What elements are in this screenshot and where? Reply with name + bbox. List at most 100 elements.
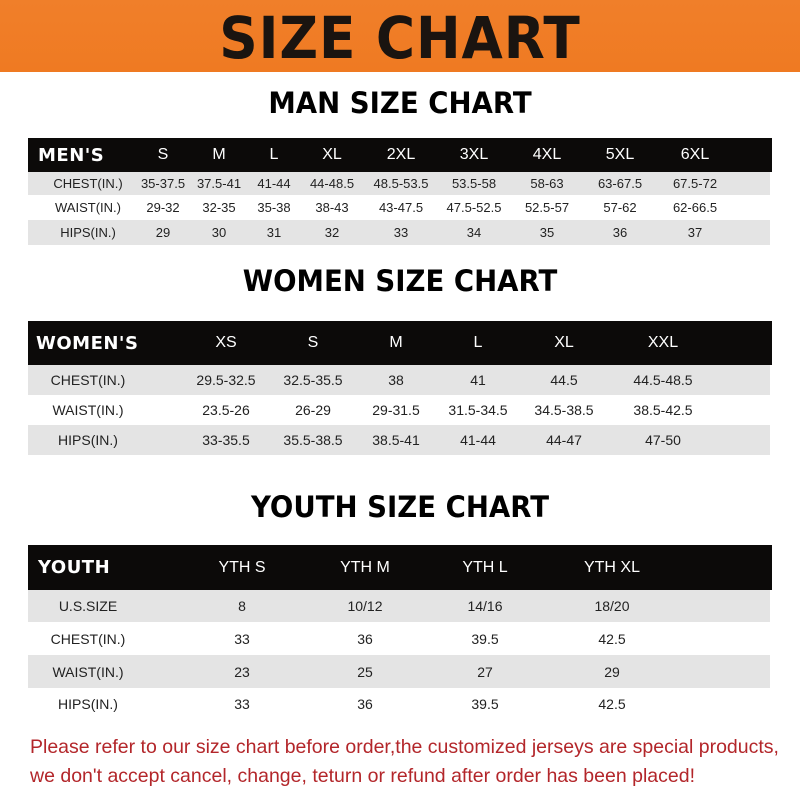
size-header: S — [307, 334, 319, 351]
measurement-cell: 23 — [234, 663, 250, 680]
header-row: MEN'S S M L XL 2XL 3XL 4XL 5XL 6XL — [28, 138, 772, 172]
header-row: YOUTH YTH S YTH M YTH L YTH XL — [28, 545, 772, 590]
row-label: HIPS(IN.) — [58, 432, 118, 448]
measurement-cell: 37 — [687, 225, 703, 240]
header-label: WOMEN'S — [36, 332, 139, 354]
table-row: HIPS(IN.) 33-35.5 35.5-38.5 38.5-41 41-44 44-… — [28, 425, 770, 455]
measurement-cell: 23.5-26 — [202, 402, 250, 418]
measurement-cell: 35.5-38.5 — [283, 432, 343, 448]
size-header: L — [473, 334, 483, 351]
table-row: HIPS(IN.) 33 36 39.5 42.5 — [28, 688, 770, 720]
table-row: U.S.SIZE 8 10/12 14/16 18/20 — [28, 590, 770, 622]
footer-line-2: we don't accept cancel, change, teturn o… — [30, 765, 695, 787]
measurement-cell: 41-44 — [257, 176, 291, 191]
measurement-cell: 10/12 — [347, 598, 383, 614]
men-section-title: MAN SIZE CHART — [268, 86, 532, 120]
measurement-cell: 29 — [155, 225, 171, 240]
measurement-cell: 37.5-41 — [196, 176, 242, 191]
measurement-cell: 25 — [357, 663, 373, 680]
measurement-cell: 33 — [234, 630, 250, 647]
measurement-cell: 36 — [357, 630, 373, 647]
measurement-cell: 36 — [357, 696, 373, 712]
measurement-cell: 29-32 — [146, 200, 180, 215]
measurement-cell: 38.5-41 — [372, 432, 420, 448]
table-row: WAIST(IN.) 23 25 27 29 — [28, 655, 770, 688]
row-label: WAIST(IN.) — [55, 200, 121, 215]
footer-notice: Please refer to our size chart before or… — [30, 733, 790, 791]
measurement-cell: 32 — [324, 225, 340, 240]
row-label: WAIST(IN.) — [52, 663, 124, 680]
size-header: YTH L — [462, 558, 508, 576]
row-label: HIPS(IN.) — [60, 225, 116, 240]
measurement-cell: 43-47.5 — [378, 200, 424, 215]
row-label: HIPS(IN.) — [58, 696, 118, 712]
size-header: M — [212, 146, 226, 163]
measurement-cell: 38.5-42.5 — [633, 402, 693, 418]
measurement-cell: 63-67.5 — [597, 176, 643, 191]
measurement-cell: 41-44 — [460, 432, 496, 448]
measurement-cell: 38-43 — [315, 200, 349, 215]
measurement-cell: 39.5 — [471, 696, 499, 712]
measurement-cell: 44-47 — [546, 432, 582, 448]
size-header: XS — [215, 334, 237, 351]
size-header: S — [157, 146, 169, 163]
measurement-cell: 42.5 — [598, 696, 626, 712]
size-header: 4XL — [532, 146, 562, 163]
header-row: WOMEN'S XS S M L XL XXL — [28, 321, 772, 365]
measurement-cell: 44.5 — [550, 372, 578, 388]
table-row: WAIST(IN.) 23.5-26 26-29 29-31.5 31.5-34.5 34… — [28, 395, 770, 425]
measurement-cell: 47.5-52.5 — [446, 200, 502, 215]
measurement-cell: 35-37.5 — [140, 176, 186, 191]
measurement-cell: 35 — [539, 225, 555, 240]
measurement-cell: 31.5-34.5 — [448, 402, 508, 418]
women-section-title: WOMEN SIZE CHART — [242, 264, 558, 298]
measurement-cell: 34.5-38.5 — [534, 402, 594, 418]
size-header: L — [269, 146, 279, 163]
size-header: 3XL — [459, 146, 489, 163]
measurement-cell: 67.5-72 — [672, 176, 718, 191]
measurement-cell: 33 — [234, 696, 250, 712]
measurement-cell: 36 — [612, 225, 628, 240]
measurement-cell: 32.5-35.5 — [283, 372, 343, 388]
measurement-cell: 35-38 — [257, 200, 291, 215]
size-header: 2XL — [386, 146, 416, 163]
measurement-cell: 34 — [466, 225, 482, 240]
size-header: XL — [554, 334, 574, 351]
table-row: CHEST(IN.) 29.5-32.5 32.5-35.5 38 41 44.5 44.5… — [28, 365, 770, 395]
measurement-cell: 32-35 — [202, 200, 236, 215]
measurement-cell: 57-62 — [603, 200, 637, 215]
measurement-cell: 14/16 — [467, 598, 503, 614]
row-label: WAIST(IN.) — [52, 402, 124, 418]
row-label: U.S.SIZE — [58, 598, 118, 614]
row-label: CHEST(IN.) — [50, 372, 126, 388]
measurement-cell: 48.5-53.5 — [373, 176, 429, 191]
measurement-cell: 58-63 — [530, 176, 564, 191]
measurement-cell: 30 — [211, 225, 227, 240]
measurement-cell: 47-50 — [645, 432, 681, 448]
measurement-cell: 41 — [470, 372, 486, 388]
measurement-cell: 53.5-58 — [451, 176, 497, 191]
measurement-cell: 29-31.5 — [372, 402, 420, 418]
measurement-cell: 8 — [238, 598, 246, 614]
size-header: 6XL — [680, 146, 710, 163]
measurement-cell: 62-66.5 — [672, 200, 718, 215]
row-label: CHEST(IN.) — [53, 176, 123, 191]
table-row: CHEST(IN.) 35-37.5 37.5-41 41-44 44-48.5 48.5… — [28, 172, 770, 195]
size-header: XXL — [647, 334, 679, 351]
measurement-cell: 29.5-32.5 — [196, 372, 256, 388]
measurement-cell: 38 — [388, 372, 404, 388]
measurement-cell: 33 — [393, 225, 409, 240]
size-header: YTH S — [218, 558, 266, 576]
measurement-cell: 31 — [266, 225, 282, 240]
measurement-cell: 44-48.5 — [309, 176, 355, 191]
measurement-cell: 27 — [477, 663, 493, 680]
measurement-cell: 18/20 — [594, 598, 630, 614]
banner: SIZE CHART — [0, 0, 800, 72]
size-header: 5XL — [605, 146, 635, 163]
size-header: XL — [322, 146, 342, 163]
measurement-cell: 26-29 — [295, 402, 331, 418]
youth-section-title: YOUTH SIZE CHART — [250, 490, 550, 524]
measurement-cell: 44.5-48.5 — [633, 372, 693, 388]
size-header: YTH XL — [583, 558, 640, 576]
measurement-cell: 52.5-57 — [524, 200, 570, 215]
